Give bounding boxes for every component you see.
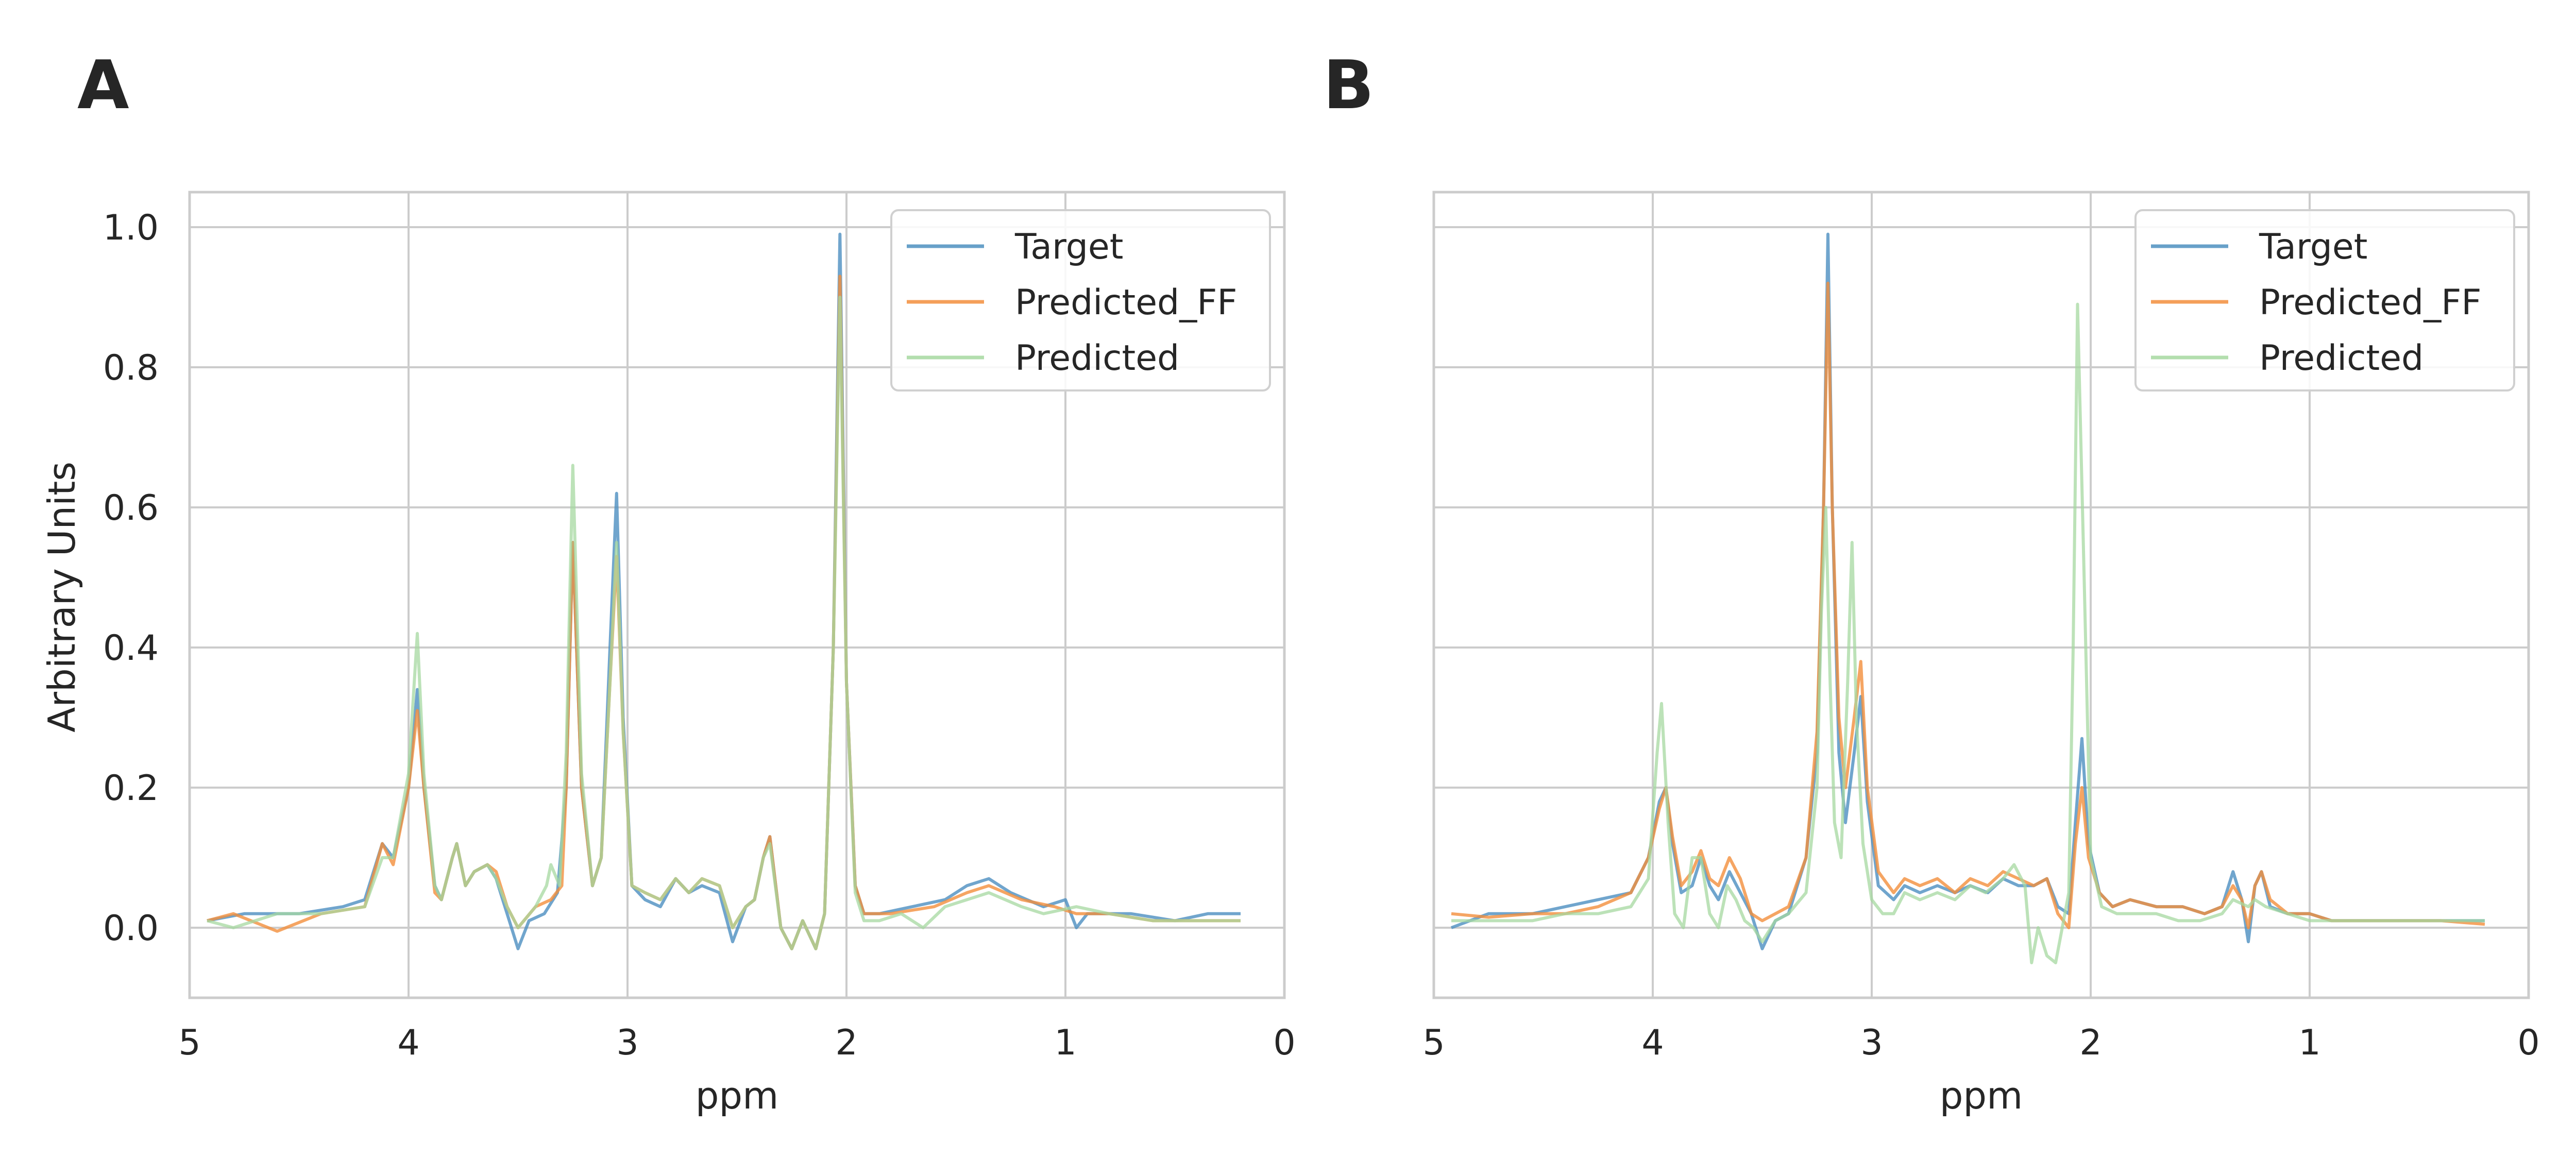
legend: Target Predicted_FF Predicted — [2134, 209, 2515, 391]
legend-box — [2134, 209, 2515, 391]
x-tick-label: 2 — [835, 1022, 857, 1063]
x-tick-label: 3 — [1860, 1022, 1883, 1063]
x-tick-label: 3 — [616, 1022, 638, 1063]
x-tick-label: 0 — [2517, 1022, 2539, 1063]
plot-frame — [188, 191, 1286, 999]
x-tick-label: 1 — [2298, 1022, 2320, 1063]
panel-letter: B — [1323, 46, 1374, 124]
legend-box — [890, 209, 1271, 391]
panel-b: B 5 4 3 2 1 0 ppm Target Predicted_FF Predicted — [1323, 46, 2540, 1117]
plot-frame — [1432, 191, 2530, 999]
x-tick-label: 2 — [2079, 1022, 2102, 1063]
series-line-predicted — [1451, 302, 2485, 964]
legend: Target Predicted_FF Predicted — [890, 209, 1271, 391]
legend-label: Predicted — [2259, 338, 2424, 379]
legend-label: Predicted_FF — [2259, 282, 2481, 323]
legend-label: Target — [2259, 227, 2367, 267]
x-axis-label: ppm — [1940, 1074, 2023, 1117]
y-axis-label: Arbitrary Units — [40, 462, 83, 732]
y-tick-label: 0.4 — [103, 628, 159, 669]
legend-label: Target — [1014, 227, 1123, 267]
y-tick-label: 0.6 — [103, 488, 159, 529]
series-line-predicted-ff — [1451, 281, 2485, 929]
series-line-predicted — [207, 296, 1241, 950]
y-tick-label: 0.2 — [103, 768, 159, 809]
y-tick-label: 1.0 — [103, 208, 159, 248]
legend-label: Predicted — [1015, 338, 1179, 379]
y-tick-label: 0.0 — [103, 908, 159, 949]
x-tick-label: 5 — [178, 1022, 200, 1063]
x-axis-label: ppm — [696, 1074, 779, 1117]
panel-letter: A — [77, 46, 129, 124]
x-tick-label: 4 — [397, 1022, 419, 1063]
x-tick-label: 5 — [1422, 1022, 1445, 1063]
legend-label: Predicted_FF — [1015, 282, 1237, 323]
x-tick-label: 0 — [1273, 1022, 1295, 1063]
x-tick-label: 4 — [1641, 1022, 1664, 1063]
panel-a: A 5 4 3 2 1 0 0.0 0.2 0.4 0.6 0.8 1.0 ppm Arbitrary Un… — [40, 46, 1296, 1117]
y-tick-label: 0.8 — [103, 348, 159, 388]
x-tick-label: 1 — [1054, 1022, 1076, 1063]
